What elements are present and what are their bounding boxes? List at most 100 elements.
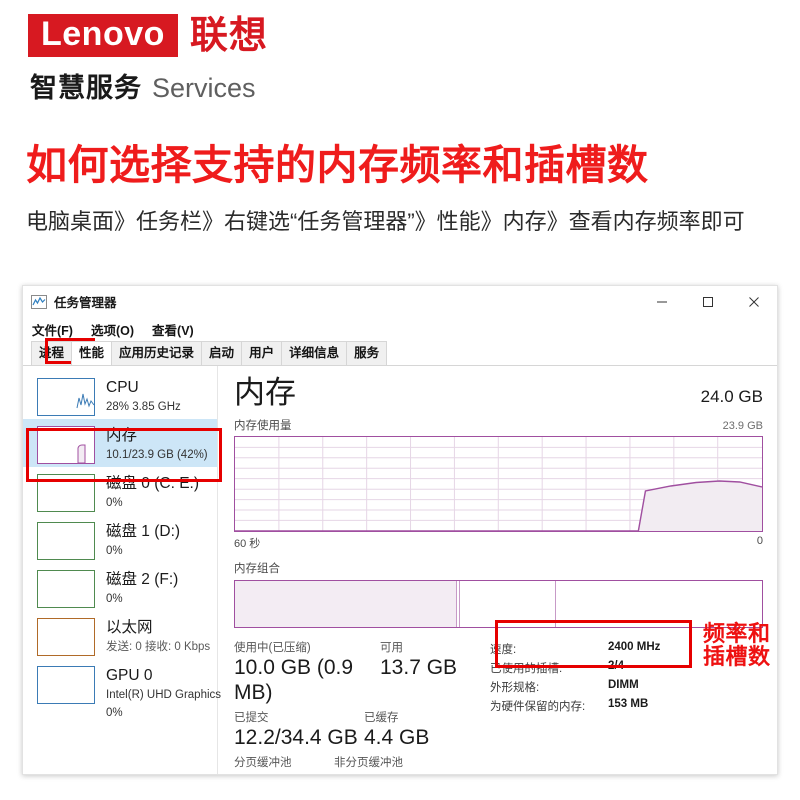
gpu0-mini-graph-icon xyxy=(37,666,95,704)
menu-view[interactable]: 查看(V) xyxy=(152,323,194,338)
disk0-mini-graph-icon xyxy=(37,474,95,512)
sidebar-item-gpu0-sub: Intel(R) UHD Graphics xyxy=(106,689,222,701)
tab-app-history[interactable]: 应用历史记录 xyxy=(111,341,203,365)
stat-value-available: 13.7 GB xyxy=(380,656,458,679)
composition-divider-1 xyxy=(456,581,458,627)
sidebar-item-cpu-label: CPU xyxy=(106,379,139,396)
sidebar-item-memory[interactable]: 内存 10.1/23.9 GB (42%) xyxy=(23,419,217,467)
composition-divider-2 xyxy=(459,581,461,627)
stat-label-committed: 已提交 xyxy=(234,712,269,724)
stat-label-available: 可用 xyxy=(380,642,403,654)
close-icon[interactable] xyxy=(731,286,777,317)
sidebar-item-gpu0-text: GPU 0 Intel(R) UHD Graphics 0% xyxy=(106,666,221,721)
stat-labels-3: 分页缓冲池 非分页缓冲池 xyxy=(234,754,484,770)
stat-labels-2: 已提交 已缓存 xyxy=(234,709,484,725)
composition-label: 内存组合 xyxy=(234,563,280,575)
composition-divider-3 xyxy=(555,581,557,627)
memory-header: 内存 24.0 GB xyxy=(234,376,763,410)
tab-users[interactable]: 用户 xyxy=(241,341,283,365)
memory-detail-panel: 内存 24.0 GB 内存使用量 23.9 GB xyxy=(218,366,777,774)
stat-row-inuse-available: 使用中(已压缩) 可用 10.0 GB (0.9 MB) 13.7 GB xyxy=(234,639,484,705)
tab-services[interactable]: 服务 xyxy=(346,341,388,365)
sidebar-item-gpu0-label: GPU 0 xyxy=(106,667,153,684)
stat-value-committed: 12.2/34.4 GB xyxy=(234,726,358,749)
ethernet-mini-graph-icon xyxy=(37,618,95,656)
tab-strip: 进程 性能 应用历史记录 启动 用户 详细信息 服务 xyxy=(23,341,777,366)
sidebar-item-disk2-label: 磁盘 2 (F:) xyxy=(106,571,179,588)
window-body: CPU 28% 3.85 GHz 内存 10.1/23.9 GB (42%) xyxy=(23,366,777,774)
maximize-icon[interactable] xyxy=(685,286,731,317)
stat-value-inuse: 10.0 GB (0.9 MB) xyxy=(234,656,354,704)
performance-sidebar: CPU 28% 3.85 GHz 内存 10.1/23.9 GB (42%) xyxy=(23,366,221,774)
detail-key-formfactor: 外形规格: xyxy=(490,682,540,694)
stat-label-paged-pool: 分页缓冲池 xyxy=(234,757,292,769)
memory-capacity: 24.0 GB xyxy=(700,387,763,406)
composition-in-use-segment xyxy=(235,581,457,627)
menu-file[interactable]: 文件(F) xyxy=(32,323,73,338)
sidebar-item-disk0-sub: 0% xyxy=(106,497,123,509)
stat-label-nonpaged-pool: 非分页缓冲池 xyxy=(334,757,403,769)
stat-value-nonpaged-pool: 103 MB xyxy=(334,770,406,774)
memory-mini-graph-icon xyxy=(37,426,95,464)
sidebar-item-disk2[interactable]: 磁盘 2 (F:) 0% xyxy=(23,563,217,611)
stat-row-committed-cached: 已提交 已缓存 12.2/34.4 GB 4.4 GB xyxy=(234,709,484,750)
sidebar-item-memory-label: 内存 xyxy=(106,427,138,444)
task-manager-window: 任务管理器 文件(F) 选项(O) 查看(V) 进程 性能 应用历史记录 启动 … xyxy=(22,285,778,775)
tab-performance[interactable]: 性能 xyxy=(71,341,113,365)
sidebar-item-ethernet-label: 以太网 xyxy=(106,619,153,636)
sidebar-item-disk2-text: 磁盘 2 (F:) 0% xyxy=(106,570,178,607)
detail-key-slots: 已使用的插槽: xyxy=(490,663,563,675)
sidebar-item-cpu[interactable]: CPU 28% 3.85 GHz xyxy=(23,371,217,419)
detail-value-speed: 2400 MHz xyxy=(608,641,661,653)
sidebar-item-memory-sub: 10.1/23.9 GB (42%) xyxy=(106,449,208,461)
memory-composition-bar xyxy=(234,580,763,628)
sidebar-item-disk1-sub: 0% xyxy=(106,545,123,557)
sidebar-item-disk1[interactable]: 磁盘 1 (D:) 0% xyxy=(23,515,217,563)
menu-options[interactable]: 选项(O) xyxy=(90,323,135,338)
memory-title: 内存 xyxy=(234,375,296,410)
stat-values-3: 146 MB 103 MB xyxy=(234,770,484,774)
sidebar-item-disk0-label: 磁盘 0 (C: E:) xyxy=(106,475,200,492)
sidebar-item-disk1-text: 磁盘 1 (D:) 0% xyxy=(106,522,180,559)
stat-values-2: 12.2/34.4 GB 4.4 GB xyxy=(234,725,484,750)
sidebar-item-cpu-sub: 28% 3.85 GHz xyxy=(106,401,181,413)
disk2-mini-graph-icon xyxy=(37,570,95,608)
task-manager-icon xyxy=(31,294,47,309)
tab-startup[interactable]: 启动 xyxy=(201,341,243,365)
minimize-icon[interactable] xyxy=(639,286,685,317)
stat-value-paged-pool: 146 MB xyxy=(234,770,334,774)
detail-row-hwreserved: 为硬件保留的内存: 153 MB xyxy=(490,698,763,714)
stat-labels-1: 使用中(已压缩) 可用 xyxy=(234,639,484,655)
sidebar-item-disk0[interactable]: 磁盘 0 (C: E:) 0% xyxy=(23,467,217,515)
sidebar-item-gpu0-sub2: 0% xyxy=(106,707,123,719)
tagline-en: Services xyxy=(152,73,256,103)
stat-value-cached: 4.4 GB xyxy=(364,726,430,749)
annotation-callout-line2: 插槽数 xyxy=(703,644,771,669)
tagline-cn: 智慧服务 xyxy=(30,73,142,103)
cpu-mini-graph-icon xyxy=(37,378,95,416)
tab-processes[interactable]: 进程 xyxy=(31,341,73,365)
detail-key-speed: 速度: xyxy=(490,644,517,656)
stat-label-cached: 已缓存 xyxy=(364,712,399,724)
brand-tagline-row: 智慧服务 Services xyxy=(30,66,268,105)
sidebar-item-ethernet-text: 以太网 发送: 0 接收: 0 Kbps xyxy=(106,618,210,655)
menu-bar: 文件(F) 选项(O) 查看(V) xyxy=(23,317,777,341)
detail-value-hwreserved: 153 MB xyxy=(608,698,649,710)
memory-stats-left: 使用中(已压缩) 可用 10.0 GB (0.9 MB) 13.7 GB 已提交… xyxy=(234,639,484,774)
window-titlebar: 任务管理器 xyxy=(23,286,777,317)
sidebar-item-gpu0[interactable]: GPU 0 Intel(R) UHD Graphics 0% xyxy=(23,659,221,719)
annotation-callout-line1: 频率和 xyxy=(703,621,771,646)
stat-label-inuse: 使用中(已压缩) xyxy=(234,642,311,654)
composition-modified-segment xyxy=(460,581,555,627)
detail-value-slots: 2/4 xyxy=(608,660,624,672)
memory-usage-chart xyxy=(234,436,763,532)
graph-label: 内存使用量 xyxy=(234,420,292,432)
page-subtitle: 电脑桌面》任务栏》右键选“任务管理器”》性能》内存》查看内存频率即可 xyxy=(26,209,745,234)
sidebar-item-cpu-text: CPU 28% 3.85 GHz xyxy=(106,378,181,415)
sidebar-item-disk2-sub: 0% xyxy=(106,593,123,605)
graph-caption-row: 内存使用量 23.9 GB xyxy=(234,417,763,433)
sidebar-item-ethernet[interactable]: 以太网 发送: 0 接收: 0 Kbps xyxy=(23,611,217,659)
brand-logo-row: Lenovo 联想 xyxy=(28,14,268,57)
tab-details[interactable]: 详细信息 xyxy=(281,341,348,365)
memory-stats: 使用中(已压缩) 可用 10.0 GB (0.9 MB) 13.7 GB 已提交… xyxy=(234,639,763,774)
